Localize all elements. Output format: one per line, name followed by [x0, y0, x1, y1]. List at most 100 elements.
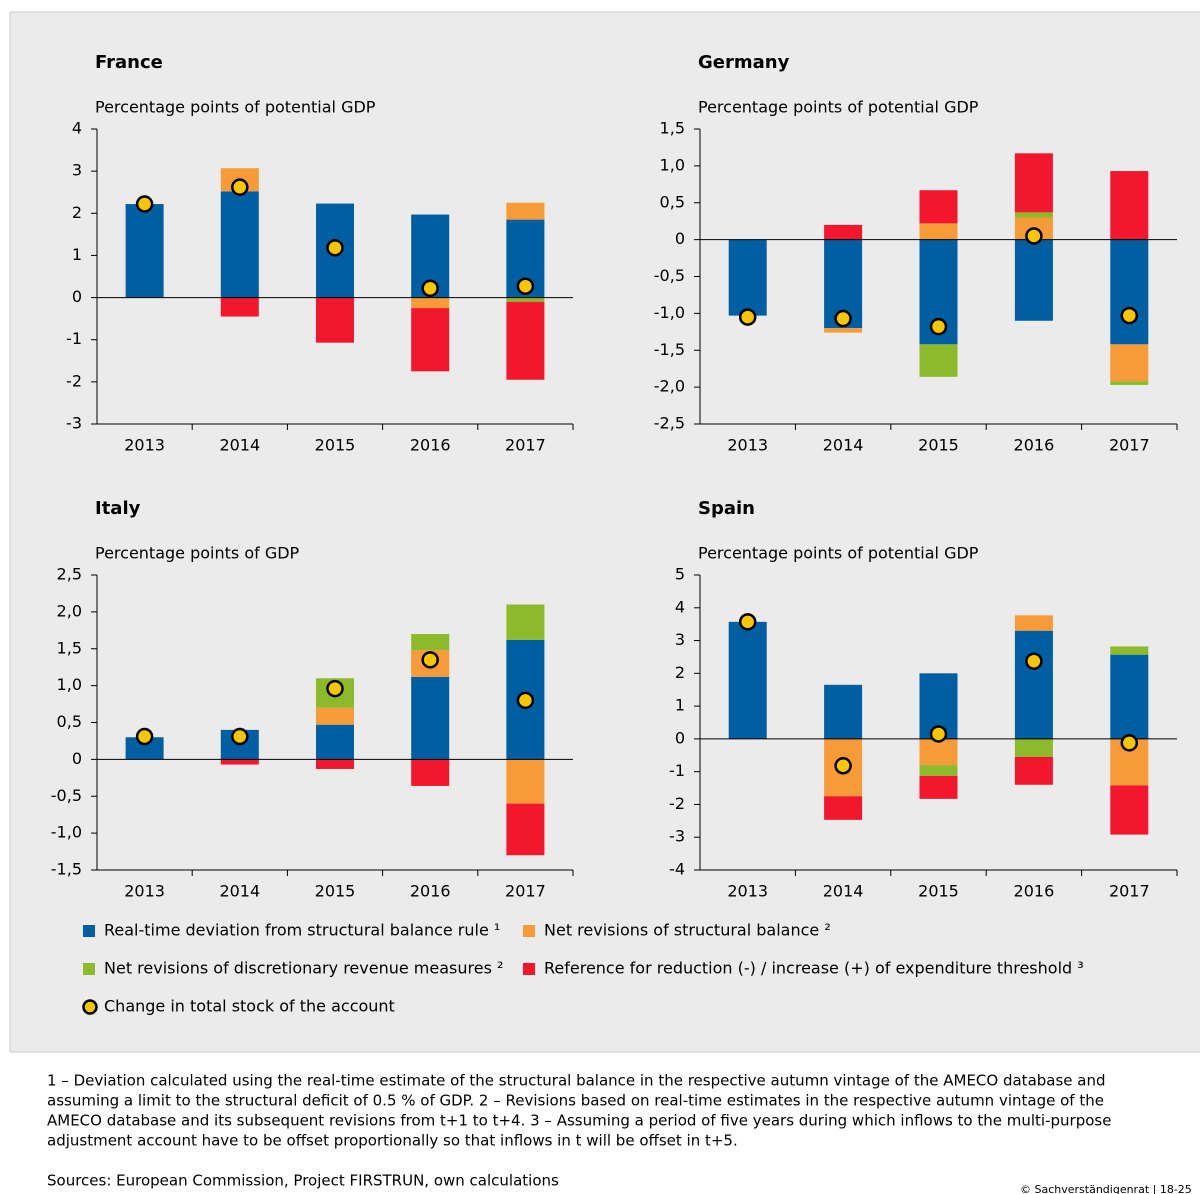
legend-swatch	[83, 963, 95, 975]
y-tick-label: 3	[675, 630, 685, 649]
marker	[1120, 306, 1139, 325]
y-tick-label: -1,0	[654, 303, 685, 322]
footnote: 1 – Deviation calculated using the real-…	[47, 1072, 1106, 1090]
bar-segment	[506, 803, 545, 856]
x-tick-label: 2015	[918, 436, 959, 455]
marker	[231, 178, 249, 196]
footnote: assuming a limit to the structural defic…	[47, 1092, 1104, 1110]
bar-segment	[506, 297, 545, 302]
y-tick-label: -2	[669, 794, 685, 813]
bar-segment	[220, 759, 259, 765]
x-tick-label: 2013	[124, 882, 165, 901]
chart-title: France	[95, 52, 163, 73]
chart-title: Germany	[698, 52, 790, 73]
legend-label: Change in total stock of the account	[104, 997, 395, 1016]
y-tick-label: 1	[72, 245, 82, 264]
bar-segment	[125, 204, 164, 298]
y-axis-label: Percentage points of GDP	[95, 544, 300, 563]
legend-marker	[82, 999, 98, 1015]
bar-segment	[220, 191, 259, 298]
bar-segment	[411, 308, 450, 372]
y-tick-label: 1,5	[57, 638, 82, 657]
marker	[516, 691, 535, 710]
y-tick-label: 1,5	[660, 119, 685, 138]
footnote: AMECO database and its subsequent revisi…	[47, 1112, 1111, 1130]
marker	[1120, 734, 1139, 752]
bar-segment	[919, 738, 958, 766]
copyright: © Sachverständigenrat | 18-25	[1020, 1183, 1192, 1194]
y-tick-label: -2,0	[654, 377, 685, 396]
x-tick-label: 2013	[727, 882, 768, 901]
marker	[834, 757, 852, 775]
y-tick-label: 5	[675, 565, 685, 584]
footnote: adjustment account have to be offset pro…	[47, 1132, 738, 1150]
y-tick-label: 0	[675, 728, 685, 747]
panel	[9, 11, 1200, 1053]
bar-segment	[411, 676, 450, 760]
bar-segment	[1014, 756, 1053, 785]
y-tick-label: -1,5	[654, 340, 685, 359]
marker	[834, 309, 852, 328]
bar-segment	[506, 202, 545, 220]
y-tick-label: -1,0	[51, 823, 82, 842]
marker	[135, 195, 154, 213]
bar-segment	[316, 707, 354, 725]
x-tick-label: 2017	[505, 436, 546, 455]
chart-title: Italy	[95, 498, 141, 519]
y-tick-label: -1	[669, 761, 685, 780]
y-tick-label: 0,5	[660, 192, 685, 211]
bar-segment	[824, 684, 863, 739]
x-tick-label: 2014	[219, 436, 260, 455]
bar-segment	[824, 328, 863, 333]
marker	[1025, 652, 1043, 670]
y-axis-label: Percentage points of potential GDP	[698, 98, 979, 117]
bar-segment	[1110, 239, 1149, 345]
bar-segment	[506, 604, 545, 640]
y-tick-label: -1,5	[51, 860, 82, 879]
x-tick-label: 2016	[410, 882, 451, 901]
y-tick-label: 0	[72, 287, 82, 306]
bar-segment	[919, 223, 958, 240]
legend-swatch	[83, 925, 95, 937]
sources: Sources: European Commission, Project FI…	[47, 1172, 559, 1190]
bar-segment	[1110, 344, 1149, 382]
y-tick-label: 1,0	[57, 675, 82, 694]
bar-segment	[919, 765, 958, 776]
y-tick-label: 2	[675, 663, 685, 682]
bar-segment	[919, 344, 958, 377]
y-tick-label: 4	[72, 119, 82, 138]
y-axis-label: Percentage points of potential GDP	[698, 544, 979, 563]
legend-label: Reference for reduction (-) / increase (…	[544, 959, 1084, 978]
y-tick-label: 2,5	[57, 565, 82, 584]
bar-segment	[411, 759, 450, 786]
bar-segment	[1110, 171, 1149, 240]
x-tick-label: 2017	[505, 882, 546, 901]
y-tick-label: -2	[66, 371, 82, 390]
y-tick-label: -1	[66, 329, 82, 348]
marker	[738, 308, 757, 326]
y-tick-label: 2,0	[57, 601, 82, 620]
bar-segment	[1110, 785, 1149, 835]
x-tick-label: 2016	[410, 436, 451, 455]
y-tick-label: 3	[72, 161, 82, 180]
x-tick-label: 2016	[1014, 436, 1055, 455]
bar-segment	[1014, 212, 1053, 218]
x-tick-label: 2016	[1014, 882, 1055, 901]
x-tick-label: 2013	[727, 436, 768, 455]
marker	[421, 279, 439, 298]
bar-segment	[824, 224, 863, 240]
bar-segment	[411, 634, 450, 651]
legend-swatch	[523, 925, 535, 937]
y-tick-label: 0,5	[57, 712, 82, 731]
bar-segment	[1014, 239, 1053, 321]
marker	[421, 651, 439, 669]
x-tick-label: 2014	[823, 882, 864, 901]
bar-segment	[506, 759, 545, 804]
y-tick-label: -3	[669, 827, 685, 846]
x-tick-label: 2017	[1109, 436, 1150, 455]
y-tick-label: 4	[675, 597, 685, 616]
marker	[929, 317, 948, 336]
bar-segment	[506, 301, 545, 380]
